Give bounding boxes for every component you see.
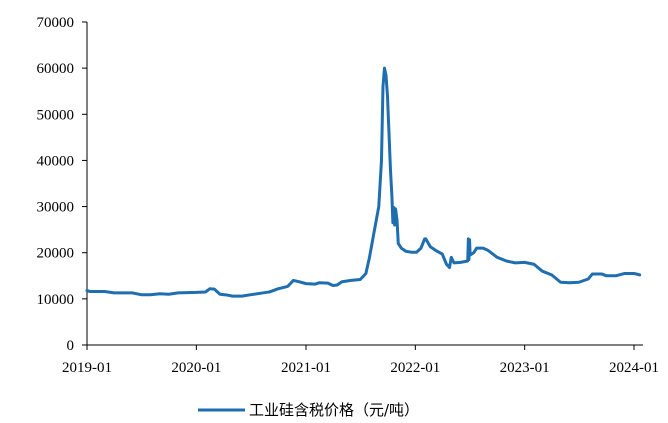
y-tick-label: 20000 [37,246,75,262]
y-axis: 0 10000 20000 30000 40000 50000 60000 70000 [37,15,88,354]
x-tick-label: 2020-01 [171,360,221,376]
y-tick-label: 0 [67,338,75,354]
y-tick-label: 40000 [37,153,75,169]
y-tick-label: 60000 [37,61,75,77]
legend: 工业硅含税价格（元/吨） [198,401,419,419]
y-tick-label: 30000 [37,200,75,216]
legend-label: 工业硅含税价格（元/吨） [249,401,419,419]
x-tick-label: 2019-01 [62,360,112,376]
x-axis: 2019-01 2020-01 2021-01 2022-01 2023-01 2024-… [62,344,659,376]
y-tick-label: 70000 [37,15,75,31]
x-tick-label: 2022-01 [390,360,440,376]
series-layer [85,66,642,298]
y-tick-label: 10000 [37,292,75,308]
x-tick-label: 2024-01 [609,360,659,376]
x-tick-label: 2021-01 [281,360,331,376]
x-tick-label: 2023-01 [500,360,550,376]
series-line [85,66,642,298]
y-tick-label: 50000 [37,107,75,123]
